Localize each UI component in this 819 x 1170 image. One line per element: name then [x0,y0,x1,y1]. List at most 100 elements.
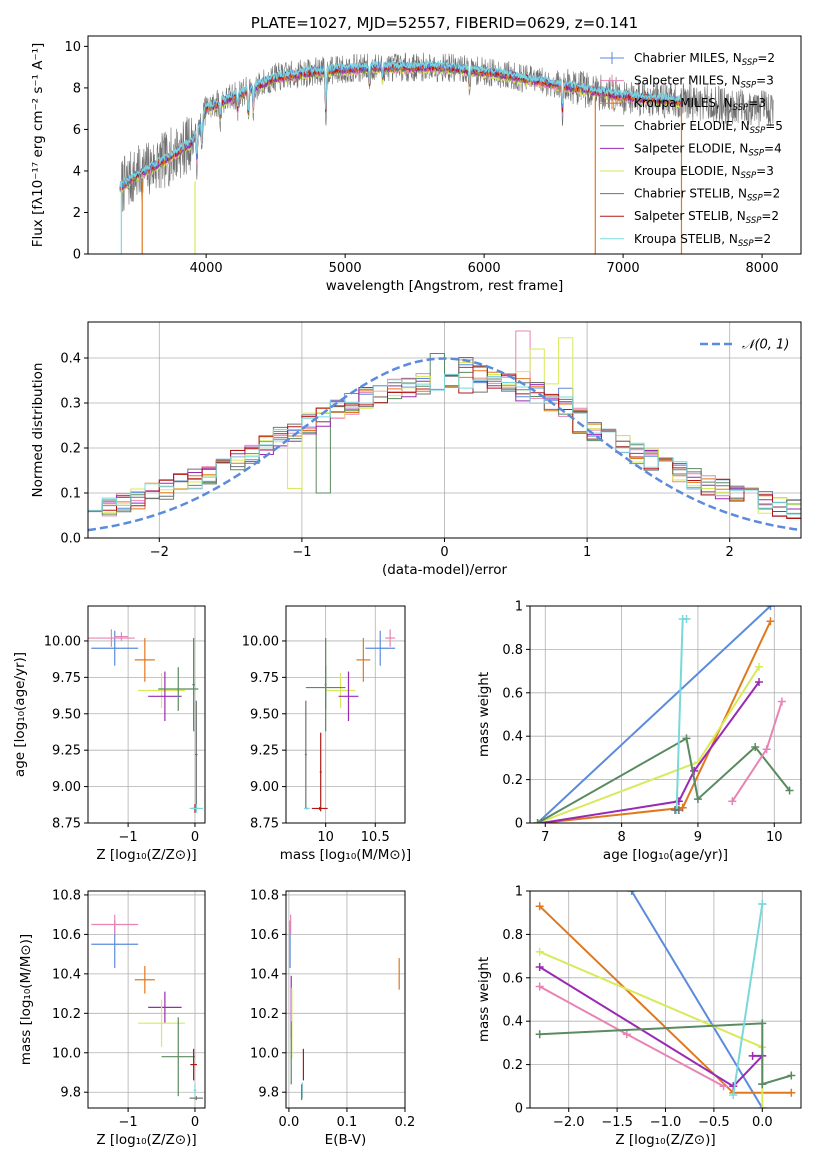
weight-marker [785,786,794,795]
x-tick-label: 0 [440,545,448,560]
y-tick-label: 0.0 [60,532,81,547]
x-tick-label: −0.5 [698,1115,730,1130]
y-tick-label: 8.75 [250,817,279,832]
weight-marker [622,1030,631,1039]
y-tick-label: 9.75 [250,671,279,686]
age_vs_Z-plot-area [88,629,203,813]
y-tick-label: 10.4 [250,967,279,982]
weight-marker [729,1090,738,1099]
y-tick-label: 10.2 [250,1007,279,1022]
weight-series [729,900,767,1099]
errorbar-point [134,638,155,682]
age_vs_mass-plot-area [303,629,396,812]
weight-marker [674,805,683,814]
errorbar-point [189,804,203,813]
model-spectrum [119,59,682,188]
y-tick-label: 9.00 [250,780,279,795]
x-tick-label: 10 [766,830,783,845]
weight-series [533,662,764,823]
errorbar-point [303,806,310,810]
x-tick-label: 7000 [607,261,640,276]
weight-series [535,982,728,1091]
y-tick-label: 1 [515,600,523,615]
weight-marker [535,1030,544,1039]
legend-label: Chabrier ELODIE, NSSP=5 [634,119,783,136]
y-tick-label: 0.3 [60,397,81,412]
legend-label: Chabrier MILES, NSSP=2 [634,51,775,68]
y-tick-label: 8 [73,81,81,96]
weight-marker [627,891,636,895]
errorbar-point [194,700,198,809]
y-tick-label: 9.8 [258,1086,279,1101]
x-tick-label: −2 [150,545,169,560]
y-tick-label: 0.4 [502,730,523,745]
x-tick-label: 9 [694,830,702,845]
x-tick-label: 2 [726,545,734,560]
y-tick-label: 10.4 [52,967,81,982]
weight-marker [535,962,544,971]
spectrum-frame [87,35,802,255]
x-axis-label: Z [log₁₀(Z/Z⊙)] [96,1132,196,1148]
mass_weight_vs_Z-panel: −2.0 −1.5 −1.0 −0.5 0.0 0 0.2 0.4 0.6 0.8 1 Z [log₁… [476,885,802,1148]
errorbar-point [161,1017,195,1097]
weight-marker [755,662,764,671]
spectrum-legend: Chabrier MILES, NSSP=2 Salpeter MILES, NS… [600,51,783,249]
y-tick-label: 10.8 [52,888,81,903]
x-tick-label: 4000 [190,261,223,276]
errorbar-point [356,638,371,682]
residuals-panel: −2 −1 0 1 2 0.0 0.1 0.2 0.3 0.4 (data-model)/error… [30,321,802,578]
x-tick-label: 7 [541,830,549,845]
y-tick-label: 6 [73,123,81,138]
weight-series [535,962,767,1091]
mass_weight_vs_age-plot-area [533,606,794,823]
errorbar-point [114,632,129,641]
y-tick-label: 10.2 [52,1007,81,1022]
weight-marker [762,745,771,754]
x-axis-label: wavelength [Angstrom, rest frame] [326,278,564,294]
errorbar-point [304,700,307,809]
weight-series [627,891,767,1108]
x-axis-label: (data-model)/error [382,562,508,578]
errorbar-point [88,629,135,647]
weight-series [533,734,794,823]
x-tick-label: 0.2 [395,1115,416,1130]
y-tick-label: 2 [73,206,81,221]
errorbar-point [385,629,396,647]
y-axis-label: mass [log₁₀(M/M⊙)] [18,934,34,1065]
weight-marker [766,617,775,626]
weight-series [537,617,775,823]
residual-histogram [88,353,801,515]
residuals-plot-area [88,330,801,532]
weight-series [535,947,767,1108]
age_vs_mass-frame [285,605,406,824]
weight-marker [682,615,691,624]
x-tick-label: −1.5 [601,1115,633,1130]
weight-marker [535,982,544,991]
spectrum-panel: 4000 5000 6000 7000 8000 0 2 4 6 8 10 wavelength [A… [30,14,802,294]
mass_weight_vs_Z-frame [529,890,802,1109]
errorbar-point [158,667,199,711]
x-tick-label: −1.0 [650,1115,682,1130]
normal-curve [88,357,801,532]
errorbar-point [148,991,182,1024]
x-tick-label: 6000 [468,261,501,276]
mass_vs_Z-panel: −1 0 9.8 10.0 10.2 10.4 10.6 10.8 Z [log₁₀(Z/Z⊙)… [18,888,206,1148]
y-tick-label: 0.8 [502,643,523,658]
y-axis-label: age [log₁₀(age/yr)] [12,652,28,777]
legend-label: Kroupa MILES, NSSP=3 [634,96,766,113]
errorbar-point [190,1048,197,1081]
y-tick-label: 8.75 [52,817,81,832]
y-tick-label: 9.50 [52,707,81,722]
legend-label: 𝒩(0, 1) [742,338,789,353]
y-axis-label: mass weight [476,957,492,1042]
y-tick-label: 10.00 [44,634,81,649]
y-tick-label: 10 [64,40,81,55]
mass_weight_vs_Z-plot-area [535,891,796,1108]
mass_vs_Z-frame [87,890,206,1109]
x-tick-label: 5000 [329,261,362,276]
legend-label: Salpeter STELIB, NSSP=2 [634,209,779,226]
errorbar-point [311,806,328,810]
legend-label: Chabrier STELIB, NSSP=2 [634,187,780,204]
chart-title: PLATE=1027, MJD=52557, FIBERID=0629, z=0… [251,14,638,32]
weight-marker [758,1080,767,1089]
